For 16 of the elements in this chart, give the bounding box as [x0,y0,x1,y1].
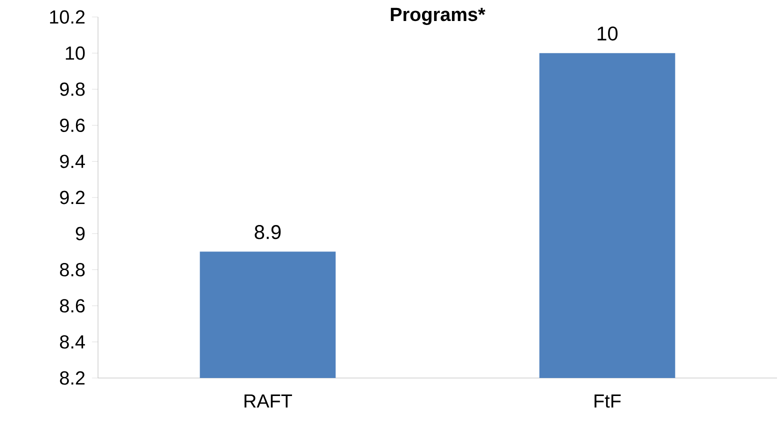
y-tick-label: 8.8 [60,262,85,276]
y-tick-label: 9 [76,226,85,240]
y-tick-label: 9.2 [60,190,85,204]
y-tick-label: 10 [66,46,85,60]
data-label: 10 [598,26,618,41]
x-tick-label: RAFT [244,394,292,408]
data-label: 8.9 [254,225,281,240]
y-tick-label: 9.8 [60,82,85,96]
y-tick-label: 10.2 [50,10,85,24]
y-tick-label: 8.4 [60,335,85,349]
chart-title: Programs* [390,8,486,25]
y-tick-label: 8.6 [60,299,85,313]
y-tick-label: 9.6 [60,118,85,132]
x-tick-label: FtF [594,394,621,408]
y-tick-label: 8.2 [60,371,85,385]
y-tick-label: 9.4 [60,154,85,168]
